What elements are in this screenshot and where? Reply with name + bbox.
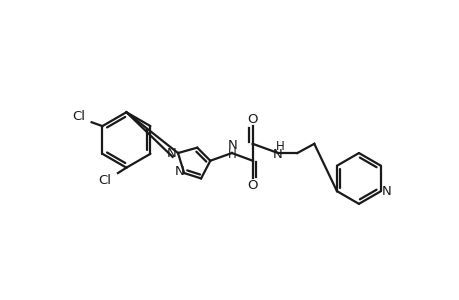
Text: N: N bbox=[381, 185, 391, 198]
Text: H: H bbox=[228, 148, 236, 161]
Text: Cl: Cl bbox=[72, 110, 85, 123]
Text: H: H bbox=[275, 140, 284, 153]
Text: N: N bbox=[227, 139, 237, 152]
Text: N: N bbox=[272, 148, 281, 161]
Text: Cl: Cl bbox=[98, 174, 111, 187]
Text: O: O bbox=[247, 179, 257, 192]
Text: O: O bbox=[247, 113, 257, 126]
Text: N: N bbox=[167, 146, 176, 160]
Text: N: N bbox=[174, 165, 184, 178]
